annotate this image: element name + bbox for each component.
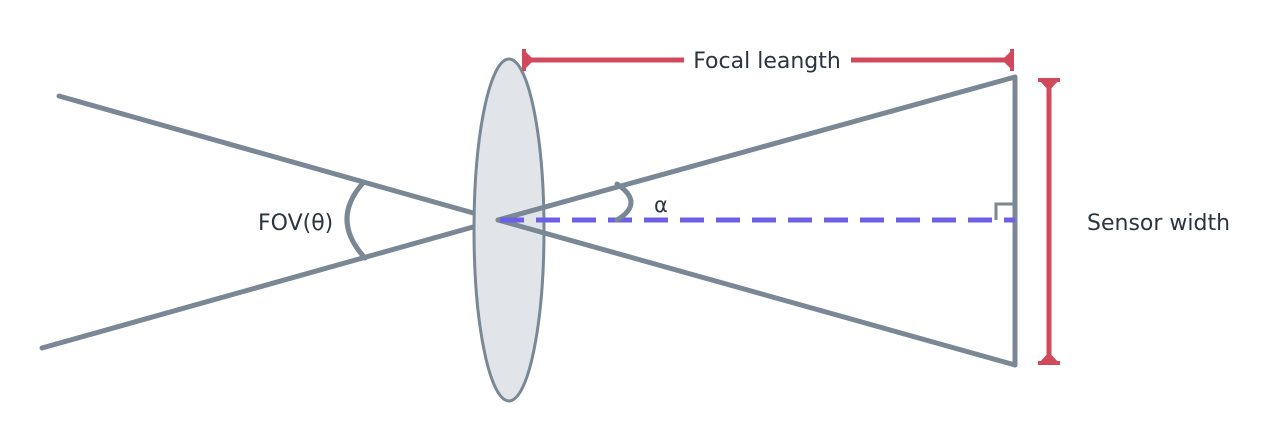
- lens: [472, 57, 546, 403]
- focal-length-arrow-left: [524, 50, 534, 70]
- fov-label: FOV(θ): [258, 211, 333, 236]
- upper-left-ray: [56, 93, 501, 223]
- sensor-width-arrow-top: [1039, 80, 1059, 91]
- lower-left-ray: [39, 217, 501, 351]
- alpha-angle-arc: [614, 181, 634, 223]
- focal-length-arrow-right: [1002, 50, 1012, 70]
- sensor-width-label: Sensor width: [1087, 211, 1230, 236]
- focal-length-label: Focal leangth: [693, 49, 841, 74]
- fov-angle-arc: [344, 180, 368, 261]
- sensor-width-arrow-bottom: [1039, 352, 1059, 363]
- alpha-label: α: [654, 193, 668, 217]
- right-angle-marker: [994, 202, 1015, 220]
- lower-right-ray: [495, 217, 1018, 368]
- upper-right-ray: [495, 74, 1018, 223]
